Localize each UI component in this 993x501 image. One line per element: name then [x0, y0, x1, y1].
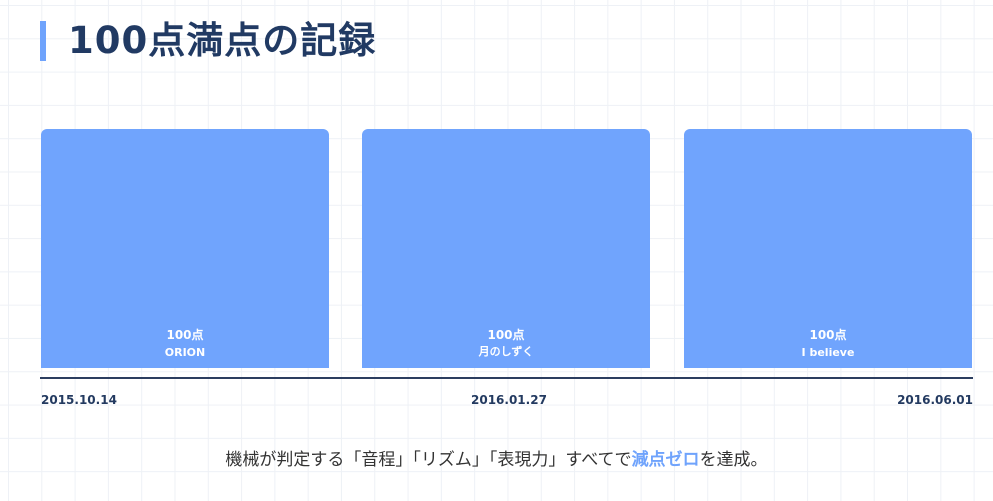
- caption-highlight: 減点ゼロ: [631, 450, 700, 470]
- x-tick-label: 2015.10.14: [41, 393, 117, 407]
- caption: 機械が判定する「音程」「リズム」「表現力」すべてで減点ゼロを達成。: [0, 445, 993, 470]
- bar-value-label: 100点: [487, 328, 525, 342]
- bar-2: 100点月のしずく: [362, 129, 650, 368]
- bar-value-label: 100点: [166, 328, 204, 342]
- bar-category-label: I believe: [801, 346, 855, 359]
- caption-text-end: を達成。: [699, 450, 768, 470]
- bar-category-label: 月のしずく: [478, 345, 534, 358]
- x-tick-label: 2016.01.27: [471, 393, 547, 407]
- bar-3: 100点 I believe: [684, 129, 972, 368]
- page-title: 100点満点の記録: [68, 19, 377, 62]
- x-tick-label: 2016.06.01: [897, 393, 973, 407]
- title-accent-bar: [40, 21, 46, 61]
- bar-1: 100点 ORION: [41, 129, 329, 368]
- bar-value-label: 100点: [809, 328, 847, 342]
- caption-text: 機械が判定する「音程」「リズム」「表現力」すべてで: [225, 450, 632, 470]
- bar-category-label: ORION: [164, 346, 206, 359]
- x-axis-line: [40, 377, 973, 379]
